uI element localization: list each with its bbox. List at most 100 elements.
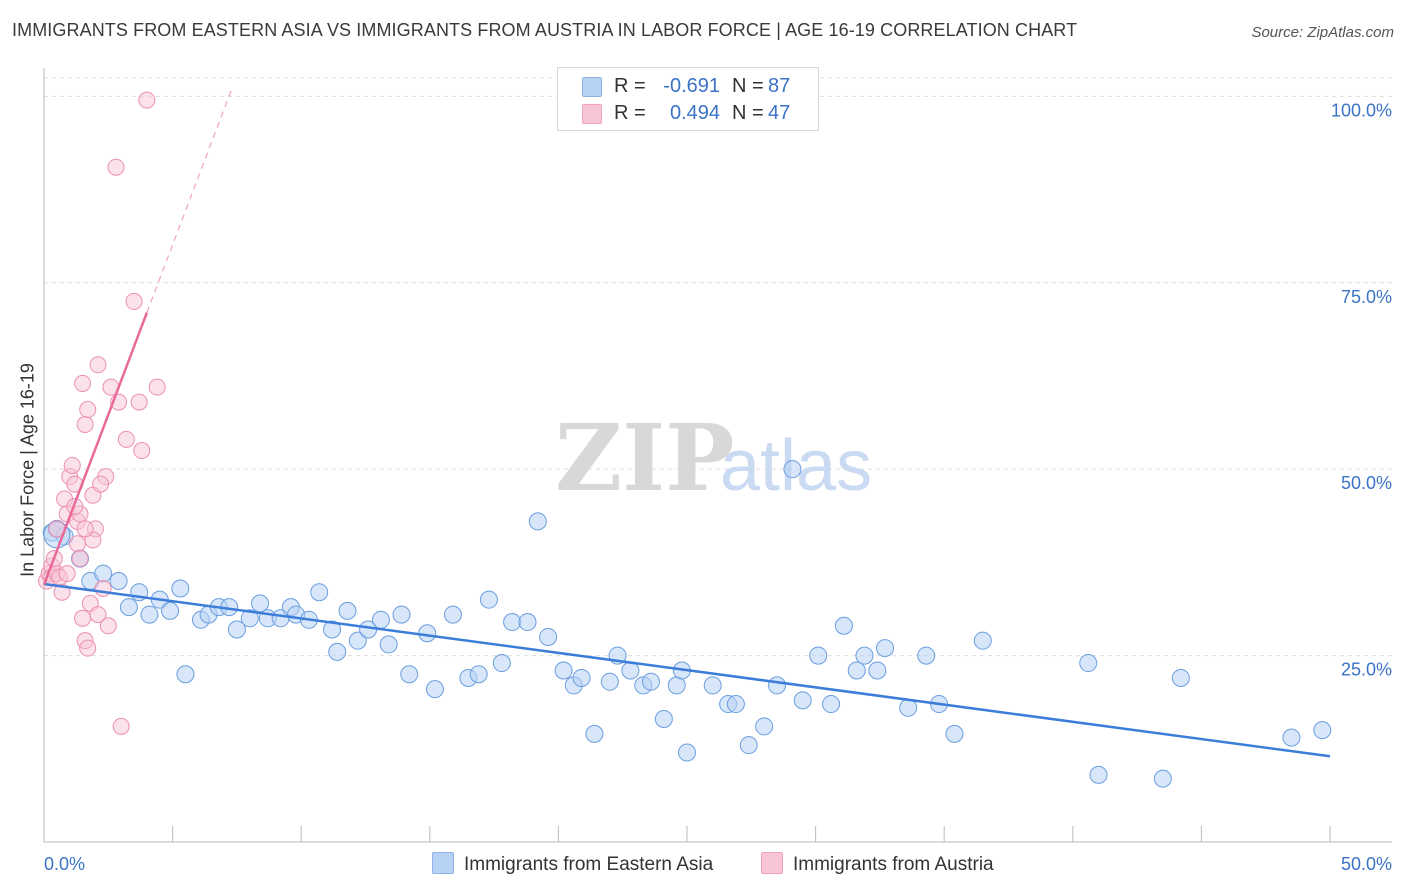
series-eastern-asia-points — [42, 460, 1332, 788]
data-point-eastern-asia — [1282, 728, 1301, 747]
data-point-eastern-asia — [171, 579, 190, 598]
x-tick-label: 50.0% — [1341, 854, 1392, 874]
data-point-austria — [148, 378, 166, 396]
data-point-eastern-asia — [109, 572, 128, 591]
correlation-legend: R = -0.691 N = 87 R = 0.494 N = 47 — [557, 67, 819, 131]
legend-n-label: N = — [732, 75, 764, 97]
data-point-eastern-asia — [251, 594, 270, 613]
data-point-austria — [117, 430, 135, 448]
bottom-legend-label-austria: Immigrants from Austria — [793, 854, 994, 875]
trendline-austria — [42, 312, 149, 586]
data-point-eastern-asia — [973, 631, 992, 650]
data-point-eastern-asia — [119, 598, 138, 617]
y-tick-label: 25.0% — [1341, 660, 1392, 680]
data-point-eastern-asia — [834, 616, 853, 635]
data-point-eastern-asia — [503, 613, 522, 632]
data-point-eastern-asia — [726, 695, 745, 714]
source-credit: Source: ZipAtlas.com — [1251, 24, 1394, 41]
legend-r-value-eastern-asia: -0.691 — [663, 75, 720, 97]
data-point-eastern-asia — [809, 646, 828, 665]
y-tick-label: 50.0% — [1341, 473, 1392, 493]
data-point-eastern-asia — [876, 639, 895, 658]
data-point-austria — [133, 442, 151, 460]
y-axis-label: In Labor Force | Age 16-19 — [17, 363, 38, 577]
x-tick-label: 0.0% — [44, 854, 85, 874]
data-point-austria — [94, 579, 112, 597]
data-point-eastern-asia — [469, 665, 488, 684]
data-point-eastern-asia — [338, 601, 357, 620]
legend-swatch-blue — [582, 77, 602, 97]
data-point-austria — [130, 393, 148, 411]
data-point-eastern-asia — [379, 635, 398, 654]
series-austria-points — [38, 91, 166, 735]
data-point-eastern-asia — [917, 646, 936, 665]
data-point-eastern-asia — [400, 665, 419, 684]
data-point-austria — [107, 158, 125, 176]
data-point-austria — [89, 606, 107, 624]
data-point-eastern-asia — [443, 605, 462, 624]
legend-r-label: R = — [614, 102, 646, 124]
legend-swatch-pink — [582, 104, 602, 124]
data-point-eastern-asia — [945, 724, 964, 743]
y-tick-label: 75.0% — [1341, 287, 1392, 307]
data-point-eastern-asia — [94, 564, 113, 583]
data-point-eastern-asia — [176, 665, 195, 684]
data-point-austria — [74, 374, 92, 392]
data-point-eastern-asia — [328, 642, 347, 661]
data-point-austria — [99, 617, 117, 635]
bottom-legend-swatch-blue — [432, 852, 454, 874]
data-point-austria — [74, 609, 92, 627]
data-point-eastern-asia — [822, 695, 841, 714]
data-point-eastern-asia — [492, 654, 511, 673]
data-point-eastern-asia — [518, 613, 537, 632]
trendline-austria-extension — [146, 88, 233, 313]
data-point-eastern-asia — [240, 609, 259, 628]
data-point-eastern-asia — [1089, 765, 1108, 784]
bottom-legend-austria: Immigrants from Austria — [761, 852, 994, 876]
data-point-eastern-asia — [678, 743, 696, 762]
data-point-eastern-asia — [371, 610, 390, 629]
legend-r-label: R = — [614, 75, 646, 97]
data-point-eastern-asia — [479, 590, 498, 609]
trendline-eastern-asia — [43, 582, 1331, 758]
data-point-eastern-asia — [641, 672, 660, 691]
data-point-eastern-asia — [1153, 769, 1172, 788]
data-point-eastern-asia — [899, 698, 918, 717]
data-point-eastern-asia — [392, 605, 411, 624]
bottom-legend-eastern-asia: Immigrants from Eastern Asia — [432, 852, 713, 876]
data-point-eastern-asia — [855, 646, 874, 665]
legend-n-value-austria: 47 — [768, 102, 791, 124]
data-point-austria — [68, 535, 86, 553]
data-point-eastern-asia — [310, 583, 329, 602]
legend-n-label: N = — [732, 102, 764, 124]
data-point-austria — [71, 550, 89, 568]
data-point-eastern-asia — [793, 691, 812, 710]
data-point-austria — [63, 456, 81, 474]
data-point-austria — [89, 356, 107, 374]
data-point-eastern-asia — [227, 620, 246, 639]
data-point-eastern-asia — [1079, 654, 1098, 673]
data-point-eastern-asia — [868, 661, 887, 680]
legend-n-value-eastern-asia: 87 — [768, 75, 791, 97]
data-point-austria — [138, 91, 156, 109]
data-point-eastern-asia — [140, 605, 159, 624]
data-point-eastern-asia — [528, 512, 547, 531]
data-point-eastern-asia — [323, 620, 342, 639]
data-point-austria — [92, 475, 110, 493]
data-point-eastern-asia — [1313, 721, 1332, 740]
data-point-eastern-asia — [572, 668, 591, 687]
legend-r-value-austria: 0.494 — [669, 102, 720, 124]
bottom-legend-swatch-pink — [761, 852, 783, 874]
chart-title: IMMIGRANTS FROM EASTERN ASIA VS IMMIGRAN… — [12, 20, 1078, 40]
data-point-eastern-asia — [1171, 668, 1190, 687]
data-point-eastern-asia — [554, 661, 573, 680]
data-point-austria — [125, 292, 143, 310]
data-point-eastern-asia — [783, 460, 802, 479]
data-point-eastern-asia — [654, 709, 673, 728]
data-point-eastern-asia — [600, 672, 619, 691]
data-point-eastern-asia — [703, 676, 722, 695]
data-point-austria — [79, 639, 97, 657]
bottom-legend-label-eastern-asia: Immigrants from Eastern Asia — [464, 854, 714, 875]
data-point-eastern-asia — [161, 601, 180, 620]
data-point-eastern-asia — [418, 624, 437, 643]
